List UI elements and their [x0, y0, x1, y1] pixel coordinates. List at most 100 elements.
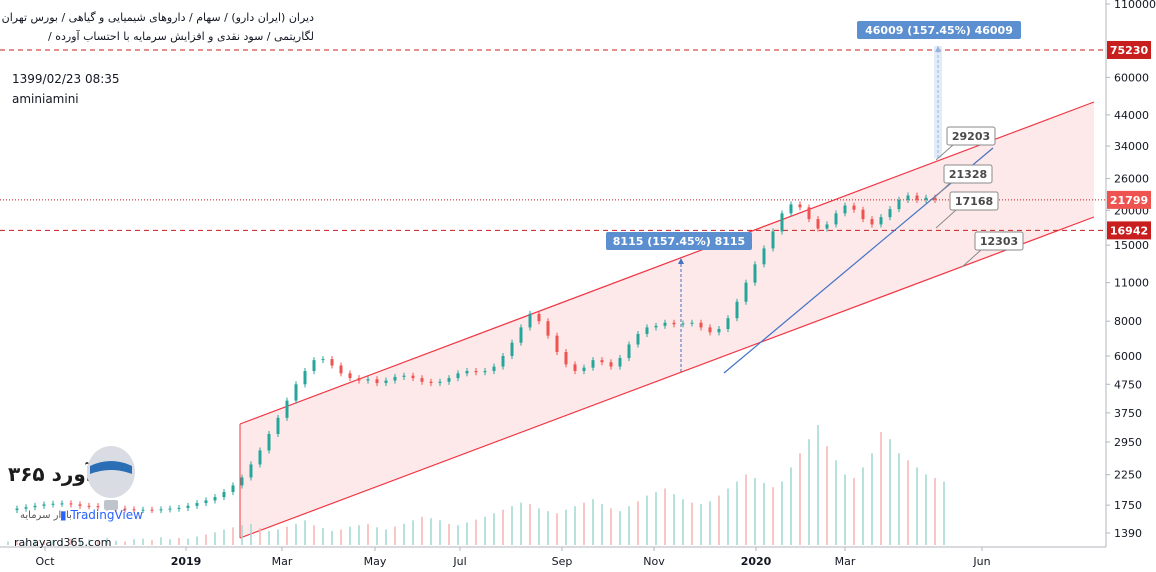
volume-bar [286, 526, 288, 545]
candle-body [708, 327, 712, 333]
y-tick-label: 1390 [1114, 527, 1142, 540]
volume-bar [628, 506, 630, 545]
volume-bar [853, 477, 855, 545]
projection-2-label: 46009 (157.45%) 46009 [865, 24, 1013, 37]
volume-bar [349, 526, 351, 545]
tradingview-icon: ▮ [60, 508, 67, 522]
volume-bar [745, 474, 747, 545]
candle-body [240, 477, 244, 486]
candle-body [294, 384, 298, 401]
volume-bar [196, 536, 198, 545]
volume-bar [403, 523, 405, 545]
candle-body [528, 313, 532, 328]
callout-12303-box [974, 231, 1024, 251]
candle-body [591, 360, 595, 368]
x-tick-label: Jul [452, 555, 466, 568]
candle-body [744, 282, 748, 302]
candle-body [447, 378, 451, 382]
candle-body [384, 380, 388, 384]
volume-bar [448, 523, 450, 545]
candle-body [474, 371, 478, 373]
volume-bar [52, 540, 54, 545]
candle-body [411, 375, 415, 379]
candle-body [537, 313, 541, 322]
volume-bar [250, 523, 252, 545]
volume-bar [781, 481, 783, 545]
volume-bar [466, 522, 468, 545]
channel-fill [240, 102, 1094, 538]
volume-bar [457, 525, 459, 545]
chart-title-line1: دیران (ایران دارو) / سهام / داروهای شیمی… [1, 11, 314, 24]
volume-bar [385, 529, 387, 545]
volume-bar [925, 474, 927, 545]
projection-2-band [934, 46, 942, 158]
y-tick-label: 110000 [1114, 0, 1156, 11]
candle-body [627, 344, 631, 359]
candle-body [861, 209, 865, 220]
volume-bar [754, 477, 756, 545]
candle-body [780, 213, 784, 232]
candle-body [213, 497, 217, 501]
volume-bar [43, 541, 45, 545]
callout-21328-pointer [931, 182, 951, 201]
volume-bar [610, 508, 612, 545]
candle-body [807, 207, 811, 220]
candle-body [465, 371, 469, 374]
candle-body [456, 373, 460, 379]
volume-bar [340, 529, 342, 545]
volume-bar [898, 453, 900, 545]
candle-body [690, 322, 694, 324]
callout-29203-pointer [935, 144, 954, 161]
volume-bar [691, 502, 693, 545]
volume-bar [907, 460, 909, 545]
volume-bar [268, 530, 270, 545]
candle-body [492, 366, 496, 372]
volume-bar [583, 502, 585, 545]
callout-21328-box [943, 164, 993, 184]
volume-bar [124, 541, 126, 545]
candle-body [438, 381, 442, 384]
candle-body [60, 503, 64, 505]
y-tick-label: 11000 [1114, 277, 1149, 290]
volume-bar [61, 540, 63, 545]
x-tick-label: May [364, 555, 387, 568]
volume-bar [736, 481, 738, 545]
volume-bar [430, 518, 432, 545]
candle-body [177, 507, 181, 509]
volume-bar [475, 519, 477, 545]
callout-17168-box [949, 191, 999, 211]
candle-body [825, 224, 829, 229]
projection-1-arrow [678, 258, 684, 264]
volume-bar [394, 526, 396, 545]
y-tick-label: 26000 [1114, 173, 1149, 186]
volume-bar [358, 525, 360, 545]
volume-bar [304, 520, 306, 545]
candle-body [303, 371, 307, 385]
y-tick-label: 4750 [1114, 378, 1142, 391]
candle-body [231, 485, 235, 493]
volume-bar [880, 432, 882, 545]
volume-bar [79, 541, 81, 545]
y-tick-label: 2250 [1114, 469, 1142, 482]
volume-bar [16, 540, 18, 545]
candle-body [771, 231, 775, 249]
volume-bar [142, 538, 144, 545]
volume-bar [421, 516, 423, 545]
volume-bar [106, 537, 108, 545]
x-tick-label: 2019 [171, 555, 202, 568]
candle-body [663, 322, 667, 326]
trend-line [723, 147, 994, 374]
y-tick-label: 3750 [1114, 407, 1142, 420]
candle-body [888, 209, 892, 218]
volume-bar [682, 499, 684, 545]
candle-body [312, 360, 316, 372]
y-tick-label: 60000 [1114, 71, 1149, 84]
candle-body [339, 365, 343, 374]
volume-bar [214, 532, 216, 545]
price-tag-box [1107, 40, 1151, 59]
y-tick-label: 6000 [1114, 350, 1142, 363]
candle-body [15, 508, 19, 511]
volume-bar [637, 501, 639, 545]
volume-bar [529, 504, 531, 545]
